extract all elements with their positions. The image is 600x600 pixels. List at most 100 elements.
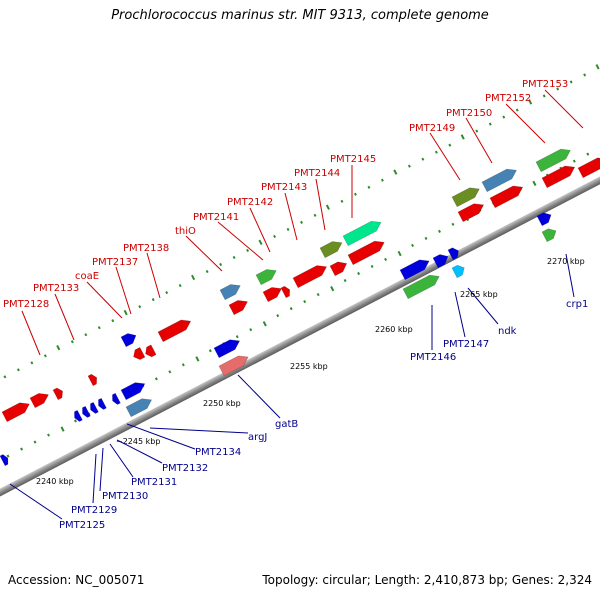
leader-pmt2143 — [284, 192, 298, 241]
cds-thio — [228, 300, 248, 316]
scale-tick — [393, 169, 398, 175]
scale-tick — [60, 426, 65, 432]
leader-pmt2150 — [465, 117, 493, 164]
leader-pmt2130 — [99, 447, 104, 492]
scale-tick — [151, 298, 155, 302]
label-pmt2134: PMT2134 — [195, 447, 241, 458]
scale-tick — [556, 87, 560, 91]
scale-tick — [30, 361, 34, 365]
scale-tick — [289, 307, 293, 311]
scale-tick — [407, 164, 411, 168]
scale-tick — [515, 108, 519, 112]
label-pmt2143: PMT2143 — [261, 182, 307, 193]
scale-tick — [286, 227, 290, 231]
scale-tick — [208, 349, 212, 353]
label-pmt2141: PMT2141 — [193, 212, 239, 223]
scale-tick — [273, 234, 277, 238]
cds-pmt2153 — [577, 157, 600, 179]
scale-tick — [249, 328, 253, 332]
scale-tick — [219, 262, 223, 267]
scale-tick — [424, 236, 428, 240]
scale-tick — [421, 157, 425, 161]
scale-tick — [451, 222, 455, 226]
leader-argj — [149, 427, 249, 434]
label-pmt2152: PMT2152 — [485, 93, 531, 104]
scale-tick — [20, 447, 24, 451]
scale-tick — [123, 309, 128, 316]
label-coae: coaE — [75, 271, 99, 282]
cds-pmt2138 — [157, 319, 192, 343]
label-pmt2149: PMT2149 — [409, 123, 455, 134]
label-pmt2147: PMT2147 — [443, 339, 489, 350]
backbone — [0, 139, 600, 534]
scale-label-2245: ~2245 kbp — [116, 437, 160, 446]
leader-pmt2125 — [9, 483, 63, 520]
label-pmt2145: PMT2145 — [330, 154, 376, 165]
label-thio: thiO — [175, 226, 196, 237]
leader-pmt2141 — [217, 221, 264, 261]
scale-tick — [262, 321, 267, 327]
scale-tick — [380, 178, 384, 182]
scale-tick — [205, 269, 209, 274]
scale-tick — [460, 134, 465, 140]
scale-tick — [168, 370, 172, 374]
scale-tick — [434, 150, 438, 154]
cds-pmt2128b — [29, 393, 49, 409]
label-pmt2142: PMT2142 — [227, 197, 273, 208]
scale-tick — [70, 340, 74, 344]
scale-tick — [569, 80, 573, 84]
cds-blue-d — [399, 259, 430, 281]
scale-tick — [138, 305, 142, 309]
scale-tick — [330, 285, 335, 292]
genome-summary-text: Topology: circular; Length: 2,410,873 bp… — [262, 573, 592, 587]
scale-tick — [33, 440, 37, 444]
cds-coae — [87, 373, 98, 387]
cds-pmt2143 — [292, 265, 328, 289]
label-pmt2150: PMT2150 — [446, 108, 492, 119]
label-argj: argJ — [248, 432, 267, 443]
cds-pmt2150 — [489, 185, 524, 209]
label-pmt2133: PMT2133 — [33, 283, 79, 294]
label-pmt2130: PMT2130 — [102, 491, 148, 502]
scale-tick — [258, 239, 263, 246]
leader-coae — [86, 281, 123, 319]
cds-pmt2130 — [82, 405, 91, 418]
label-pmt2132: PMT2132 — [162, 463, 208, 474]
cds-pmt2145 — [347, 240, 385, 266]
leader-pmt2137 — [115, 266, 132, 315]
cds-blue-g — [536, 212, 552, 227]
cds-pmt2149 — [457, 203, 485, 223]
scale-tick — [165, 291, 169, 295]
scale-tick — [16, 368, 20, 372]
cds-pmt2144 — [329, 261, 348, 277]
cds-blue-h — [0, 454, 9, 467]
scale-tick — [232, 255, 236, 260]
cds-pmt2137b — [145, 344, 157, 358]
leader-pmt2129 — [92, 453, 97, 504]
cds-pmt2133 — [52, 387, 63, 401]
map-title: Prochlorococcus marinus str. MIT 9313, c… — [111, 8, 489, 23]
leader-pmt2142 — [249, 207, 271, 253]
cds-pmt2129 — [74, 409, 83, 422]
scale-tick — [3, 375, 7, 379]
scale-tick — [488, 122, 492, 126]
cds-green-d — [541, 228, 557, 243]
scale-tick — [195, 356, 200, 362]
scale-tick — [6, 454, 10, 458]
scale-tick — [154, 377, 158, 381]
scale-tick — [397, 250, 402, 257]
scale-tick — [178, 284, 182, 288]
scale-label-2250: 2250 kbp — [203, 399, 241, 408]
cds-blue-f — [447, 247, 459, 261]
cds-blue-e — [432, 254, 449, 269]
label-pmt2131: PMT2131 — [131, 477, 177, 488]
leader-pmt2134 — [126, 423, 196, 450]
scale-tick — [325, 204, 330, 210]
cds-pmt2137 — [133, 346, 146, 361]
scale-tick — [235, 335, 239, 339]
scale-tick — [572, 159, 576, 163]
cds-green-a — [255, 269, 277, 286]
label-pmt2153: PMT2153 — [522, 79, 568, 90]
scale-tick — [343, 278, 347, 283]
